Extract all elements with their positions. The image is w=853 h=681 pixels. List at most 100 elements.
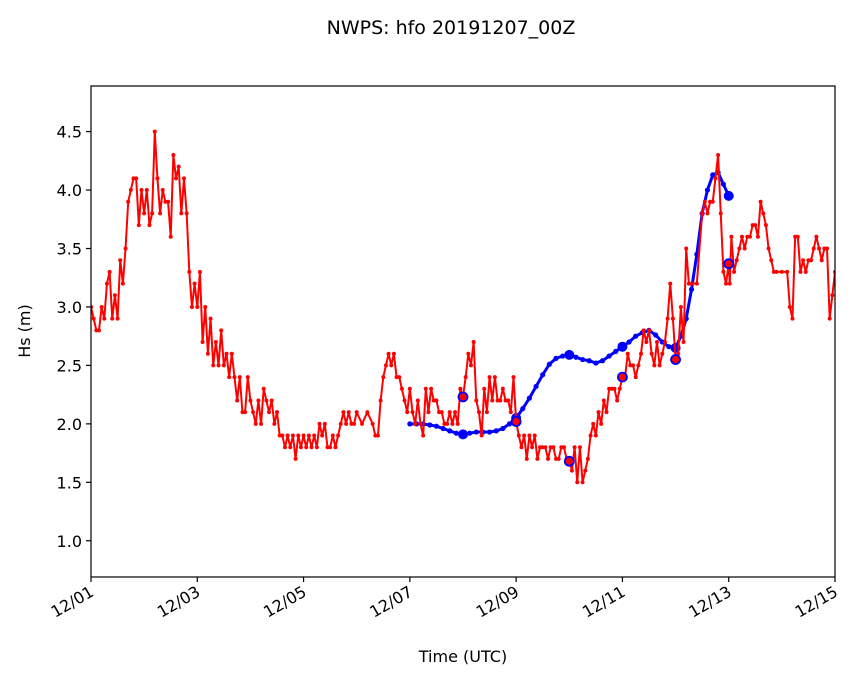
model-point xyxy=(560,353,566,359)
observed-point xyxy=(383,363,388,368)
observed-point xyxy=(787,304,792,309)
observed-point xyxy=(641,328,646,333)
y-tick-label: 2.5 xyxy=(57,356,82,375)
x-axis-label: Time (UTC) xyxy=(418,647,507,666)
x-tick-label: 12/13 xyxy=(685,582,734,622)
model-point xyxy=(533,383,539,390)
observed-point xyxy=(107,269,112,274)
model-line xyxy=(409,170,731,436)
observed-point xyxy=(224,351,229,356)
observed-point xyxy=(546,456,551,461)
observed-point xyxy=(604,410,609,415)
observed-point xyxy=(139,188,144,193)
observed-point xyxy=(290,433,295,438)
x-axis: 12/01 12/03 12/05 12/07 12/09 12/11 12/13 12/15 xyxy=(48,577,841,622)
observed-point xyxy=(819,258,824,263)
observed-point xyxy=(551,445,556,450)
x-tick-label: 12/01 xyxy=(48,582,97,622)
observed-point xyxy=(344,421,349,426)
observed-point xyxy=(253,421,258,426)
observed-point xyxy=(195,304,200,309)
observed-point xyxy=(633,375,638,380)
observed-point xyxy=(593,433,598,438)
observed-point xyxy=(410,410,415,415)
model-point xyxy=(573,354,579,360)
observed-point xyxy=(378,398,383,403)
observed-point xyxy=(522,433,527,438)
observed-point xyxy=(152,129,157,134)
observed-point xyxy=(729,234,734,239)
observed-point xyxy=(365,410,370,415)
observed-point xyxy=(631,363,636,368)
observed-point xyxy=(639,351,644,356)
observed-point xyxy=(389,363,394,368)
series-layer xyxy=(91,129,835,485)
plot-frame xyxy=(90,85,836,578)
observed-point xyxy=(811,246,816,251)
observed-point xyxy=(482,386,487,391)
observed-point xyxy=(678,304,683,309)
observed-point xyxy=(694,281,699,286)
observed-point xyxy=(724,281,729,286)
observed-point xyxy=(670,316,675,321)
chart-title: NWPS: hfo 20191207_00Z xyxy=(327,17,576,39)
model-point xyxy=(553,355,559,361)
x-tick-label: 12/15 xyxy=(792,582,841,622)
observed-point xyxy=(309,445,314,450)
model-point xyxy=(593,360,599,366)
observed-point xyxy=(120,281,125,286)
observed-point xyxy=(251,410,256,415)
observed-point xyxy=(705,211,710,216)
observed-point xyxy=(142,211,147,216)
observed-analysis-point xyxy=(617,371,628,383)
observed-point xyxy=(399,386,404,391)
observed-point xyxy=(660,351,665,356)
observed-point xyxy=(375,433,380,438)
observed-point xyxy=(795,234,800,239)
observed-point xyxy=(718,211,723,216)
observed-point xyxy=(644,340,649,345)
observed-point xyxy=(532,433,537,438)
observed-point xyxy=(176,164,181,169)
observed-point xyxy=(99,304,104,309)
observed-point xyxy=(405,410,410,415)
observed-point xyxy=(577,445,582,450)
observed-point xyxy=(737,246,742,251)
observed-point xyxy=(585,456,590,461)
observed-point xyxy=(219,328,224,333)
observed-point xyxy=(232,375,237,380)
observed-point xyxy=(304,445,309,450)
observed-point xyxy=(245,375,250,380)
observed-point xyxy=(155,176,160,181)
observed-point xyxy=(801,258,806,263)
observed-point xyxy=(543,445,548,450)
observed-point xyxy=(830,293,835,298)
observed-point xyxy=(753,223,758,228)
model-point xyxy=(473,429,479,435)
model-point xyxy=(546,361,552,367)
model-point xyxy=(526,395,533,401)
observed-point xyxy=(285,433,290,438)
observed-point xyxy=(500,386,505,391)
observed-point xyxy=(740,234,744,239)
observed-point xyxy=(301,433,306,438)
observed-point xyxy=(758,199,763,204)
observed-point xyxy=(434,398,439,403)
model-point xyxy=(599,358,606,364)
observed-point xyxy=(360,421,365,426)
observed-point xyxy=(171,152,176,157)
observed-point xyxy=(463,375,468,380)
model-point xyxy=(520,406,526,412)
observed-point xyxy=(160,188,165,193)
observed-point xyxy=(530,445,535,450)
observed-point xyxy=(144,188,149,193)
observed-point xyxy=(455,421,460,426)
observed-point xyxy=(235,398,240,403)
model-point xyxy=(493,428,499,434)
observed-point xyxy=(189,304,194,309)
observed-point xyxy=(453,410,458,415)
observed-point xyxy=(516,433,521,438)
observed-point xyxy=(668,281,673,286)
observed-point xyxy=(649,351,654,356)
observed-point xyxy=(498,398,503,403)
